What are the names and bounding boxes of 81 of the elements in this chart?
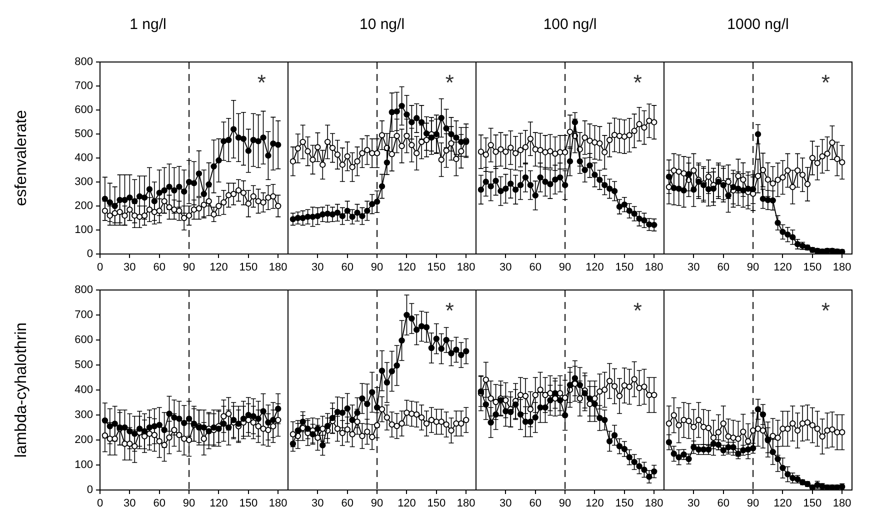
x-tick-label: 120 bbox=[398, 262, 416, 274]
y-tick-label: 300 bbox=[74, 409, 93, 422]
annotation: * bbox=[445, 298, 454, 324]
x-tick-label: 180 bbox=[268, 262, 288, 274]
y-tick-label: 500 bbox=[74, 359, 93, 372]
x-tick-label: 30 bbox=[688, 498, 700, 510]
x-tick-label: 90 bbox=[370, 262, 384, 274]
x-tick-label: 60 bbox=[529, 262, 542, 274]
x-tick-label: 30 bbox=[688, 262, 700, 274]
y-tick-label: 800 bbox=[74, 56, 93, 68]
x-tick-label: 180 bbox=[268, 498, 288, 510]
chart-title: 1 ng/l bbox=[130, 16, 166, 34]
x-tick-label: 90 bbox=[746, 262, 760, 274]
x-tick-label: 30 bbox=[312, 262, 324, 274]
x-tick-label: 150 bbox=[615, 262, 634, 274]
y-tick-label: 500 bbox=[74, 128, 93, 140]
x-tick-label: 120 bbox=[774, 262, 792, 274]
x-tick-label: 150 bbox=[239, 262, 258, 274]
annotation: * bbox=[445, 70, 454, 96]
x-tick-label: 120 bbox=[398, 498, 416, 510]
x-tick-label: 60 bbox=[153, 262, 166, 274]
x-tick-label: 60 bbox=[529, 498, 542, 510]
x-tick-label: 90 bbox=[746, 498, 760, 510]
x-tick-label: 120 bbox=[586, 262, 604, 274]
y-tick-label: 200 bbox=[74, 434, 93, 446]
x-tick-label: 90 bbox=[558, 498, 572, 510]
y-tick-label: 300 bbox=[74, 176, 93, 188]
x-tick-label: 90 bbox=[558, 262, 572, 274]
x-tick-label: 90 bbox=[182, 262, 196, 274]
x-tick-label: 180 bbox=[644, 498, 664, 510]
x-tick-label: 30 bbox=[500, 262, 512, 274]
y-axis-title: lambda-cyhalothrin bbox=[13, 322, 30, 458]
x-tick-label: 180 bbox=[456, 498, 476, 510]
x-tick-label: 120 bbox=[586, 498, 604, 510]
y-tick-label: 100 bbox=[74, 224, 93, 236]
x-tick-label: 60 bbox=[341, 498, 354, 510]
x-tick-label: 0 bbox=[96, 262, 104, 274]
y-tick-label: 400 bbox=[74, 384, 93, 396]
y-tick-label: 100 bbox=[74, 459, 93, 472]
chart-title: 100 ng/l bbox=[543, 16, 597, 34]
x-tick-label: 0 bbox=[96, 498, 104, 510]
x-tick-label: 60 bbox=[717, 262, 730, 274]
chart-title: 1000 ng/l bbox=[727, 16, 789, 34]
x-tick-label: 60 bbox=[717, 498, 730, 510]
y-tick-label: 700 bbox=[74, 80, 93, 92]
x-tick-label: 180 bbox=[644, 262, 664, 274]
x-tick-label: 30 bbox=[500, 498, 512, 510]
x-tick-label: 150 bbox=[803, 498, 822, 510]
annotation: * bbox=[821, 298, 830, 324]
x-tick-label: 60 bbox=[341, 262, 354, 274]
chart-title: 10 ng/l bbox=[359, 16, 405, 34]
x-tick-label: 150 bbox=[803, 262, 822, 274]
annotation: * bbox=[821, 70, 830, 96]
x-tick-label: 150 bbox=[427, 262, 446, 274]
x-tick-label: 120 bbox=[210, 262, 228, 274]
annotation: * bbox=[633, 298, 642, 324]
x-tick-label: 180 bbox=[832, 498, 852, 510]
x-tick-label: 150 bbox=[239, 498, 258, 510]
x-tick-label: 120 bbox=[774, 498, 792, 510]
y-tick-label: 0 bbox=[86, 248, 93, 260]
x-tick-label: 60 bbox=[153, 498, 166, 510]
x-tick-label: 90 bbox=[370, 498, 384, 510]
x-tick-label: 30 bbox=[312, 498, 324, 510]
x-tick-label: 30 bbox=[124, 262, 136, 274]
y-tick-label: 600 bbox=[74, 104, 93, 116]
y-axis-title: esfenvalerate bbox=[13, 110, 30, 206]
y-tick-label: 0 bbox=[86, 484, 93, 496]
annotation: * bbox=[257, 70, 266, 96]
y-tick-label: 700 bbox=[74, 309, 93, 322]
x-tick-label: 150 bbox=[615, 498, 634, 510]
annotation: * bbox=[633, 70, 642, 96]
x-tick-label: 150 bbox=[427, 498, 446, 510]
y-tick-label: 200 bbox=[74, 200, 93, 212]
y-tick-label: 600 bbox=[74, 334, 93, 346]
y-tick-label: 800 bbox=[74, 284, 93, 296]
x-tick-label: 30 bbox=[124, 498, 136, 510]
y-tick-label: 400 bbox=[74, 152, 93, 164]
x-tick-label: 120 bbox=[210, 498, 228, 510]
x-tick-label: 90 bbox=[182, 498, 196, 510]
x-tick-label: 180 bbox=[832, 262, 852, 274]
x-tick-label: 180 bbox=[456, 262, 476, 274]
